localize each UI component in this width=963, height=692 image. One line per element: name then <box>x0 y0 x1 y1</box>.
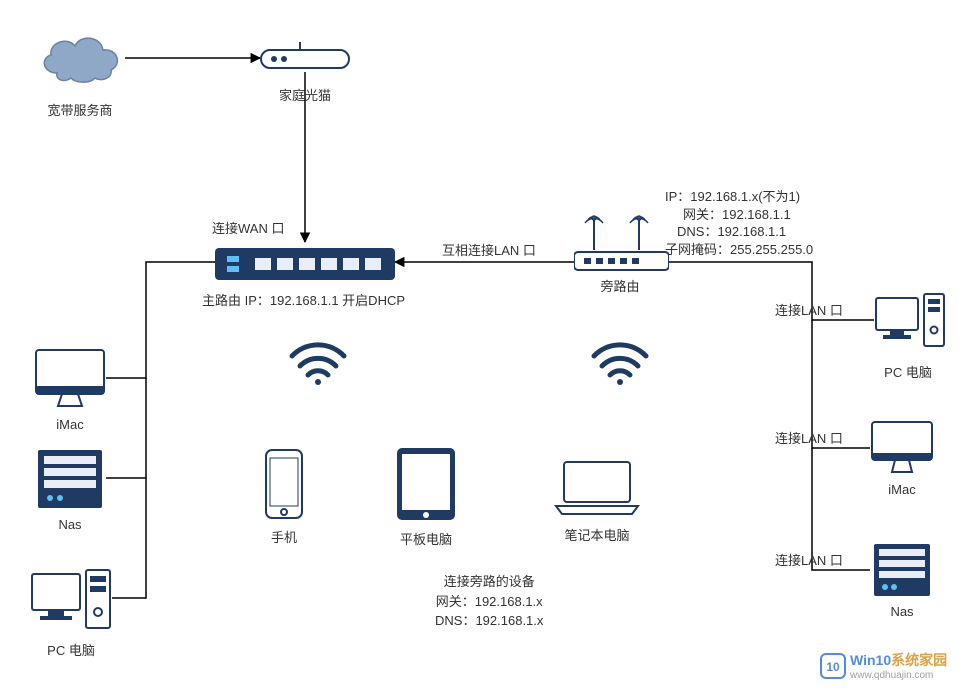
side-info-mask: 子网掩码：255.255.255.0 <box>665 241 813 259</box>
modem-label: 家庭光猫 <box>279 85 331 104</box>
modem-icon <box>260 42 350 72</box>
main-router-label: 主路由 IP：192.168.1.1 开启DHCP <box>202 290 405 309</box>
nas-left-label: Nas <box>58 517 81 532</box>
pc-right-label: PC 电脑 <box>884 362 932 381</box>
wifi-right-icon <box>590 340 650 385</box>
side-info-dns: DNS：192.168.1.1 <box>665 223 813 241</box>
pc-left-label: PC 电脑 <box>47 640 95 659</box>
watermark-brand2: 系统家园 <box>891 652 947 668</box>
network-diagram: 宽带服务商 家庭光猫 连接WAN 口 主路由 IP：192.168.1.1 开启… <box>0 0 963 692</box>
lan-link-r2: 连接LAN 口 <box>775 428 843 447</box>
side-router-label: 旁路由 <box>600 276 639 295</box>
pc-left-icon <box>30 568 112 634</box>
nas-left-icon <box>34 448 106 510</box>
tablet-icon <box>395 446 457 522</box>
client-info-title: 连接旁路的设备 <box>435 572 543 592</box>
lan-link-r3: 连接LAN 口 <box>775 550 843 569</box>
side-info-block: IP：192.168.1.x(不为1) 网关：192.168.1.1 DNS：1… <box>665 188 813 258</box>
pc-right-icon <box>874 292 946 358</box>
imac-left-icon <box>34 348 106 410</box>
tablet-label: 平板电脑 <box>400 529 452 548</box>
isp-label: 宽带服务商 <box>47 100 112 119</box>
watermark-brand1: Win10 <box>850 652 891 668</box>
imac-right-icon <box>870 420 934 476</box>
phone-icon <box>264 448 304 520</box>
wifi-left-icon <box>288 340 348 385</box>
side-info-ip: IP：192.168.1.x(不为1) <box>665 188 813 206</box>
watermark-url: www.qdhuajin.com <box>850 670 947 681</box>
imac-left-label: iMac <box>56 417 83 432</box>
side-router-icon <box>574 208 669 272</box>
watermark-icon: 10 <box>820 653 846 679</box>
lan-link-r1: 连接LAN 口 <box>775 300 843 319</box>
cloud-icon <box>35 28 125 83</box>
nas-right-label: Nas <box>890 604 913 619</box>
laptop-icon <box>552 458 642 516</box>
main-router-icon <box>215 242 395 284</box>
client-info-block: 连接旁路的设备 网关：192.168.1.x DNS：192.168.1.x <box>435 572 543 631</box>
watermark: 10 Win10系统家园 www.qdhuajin.com <box>820 650 947 681</box>
imac-right-label: iMac <box>888 482 915 497</box>
side-info-gw: 网关：192.168.1.1 <box>665 206 813 224</box>
wan-link-label: 连接WAN 口 <box>212 218 284 237</box>
client-info-gw: 网关：192.168.1.x <box>435 592 543 612</box>
lan-interlink-label: 互相连接LAN 口 <box>442 240 536 259</box>
phone-label: 手机 <box>271 527 297 546</box>
client-info-dns: DNS：192.168.1.x <box>435 611 543 631</box>
laptop-label: 笔记本电脑 <box>564 525 629 544</box>
svg-text:10: 10 <box>826 660 840 674</box>
nas-right-icon <box>870 542 934 598</box>
